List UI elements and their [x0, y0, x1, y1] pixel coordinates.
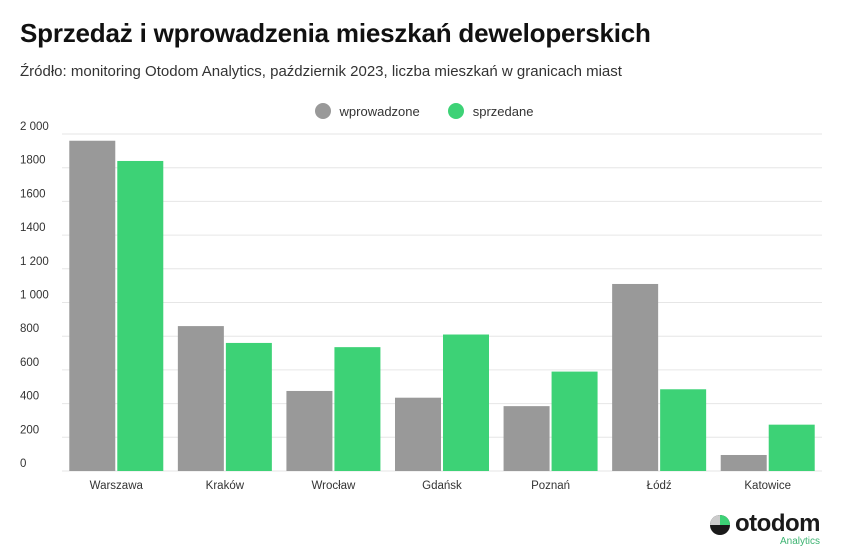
y-tick-label: 200 [20, 424, 39, 436]
bar-sprzedane [225, 342, 272, 471]
legend-label-sprzedane: sprzedane [472, 103, 534, 119]
otodom-logo: otodom Analytics [709, 512, 820, 548]
bar-sprzedane [660, 389, 707, 471]
chart-title: Sprzedaż i wprowadzenia mieszkań dewelop… [20, 18, 651, 48]
bar-wprowadzone [177, 326, 224, 471]
y-tick-label: 1 200 [20, 256, 49, 268]
bar-wprowadzone [395, 397, 441, 471]
x-tick-label: Gdańsk [422, 480, 462, 492]
x-tick-label: Katowice [744, 480, 791, 492]
y-tick-label: 400 [20, 391, 39, 403]
y-tick-label: 1800 [20, 155, 46, 167]
bar-wprowadzone [69, 140, 116, 472]
y-tick-label: 2 000 [20, 121, 49, 133]
bar-wprowadzone [720, 454, 767, 471]
bar-wprowadzone [286, 390, 333, 471]
legend-swatch-wprowadzone [314, 103, 331, 119]
chart-subtitle: Źródło: monitoring Otodom Analytics, paź… [20, 63, 622, 80]
bar-wprowadzone [612, 283, 659, 471]
legend-swatch-sprzedane [447, 103, 464, 119]
logo-subtitle: Analytics [779, 536, 820, 547]
legend-item-sprzedane: sprzedane [447, 103, 534, 119]
bar-wprowadzone [503, 406, 550, 471]
x-tick-label: Poznań [531, 480, 570, 492]
x-tick-label: Wrocław [311, 480, 356, 492]
y-tick-label: 0 [20, 458, 26, 470]
bar-sprzedane [551, 371, 598, 471]
legend: wprowadzone sprzedane [0, 103, 848, 119]
logo-wordmark: otodom [735, 510, 820, 537]
y-tick-label: 600 [20, 357, 39, 369]
y-tick-label: 800 [20, 323, 39, 335]
bar-sprzedane [768, 424, 815, 471]
x-tick-label: Warszawa [90, 480, 144, 492]
legend-label-wprowadzone: wprowadzone [339, 103, 420, 119]
legend-item-wprowadzone: wprowadzone [314, 103, 420, 119]
bar-sprzedane [443, 334, 489, 471]
y-tick-label: 1 000 [20, 290, 49, 302]
bar-sprzedane [117, 160, 164, 471]
bar-sprzedane [334, 347, 381, 471]
y-tick-label: 1400 [20, 222, 46, 234]
y-tick-label: 1600 [20, 188, 46, 200]
otodom-logo-icon [710, 515, 731, 535]
x-tick-label: Kraków [206, 480, 245, 492]
x-tick-label: Łódź [647, 480, 672, 492]
